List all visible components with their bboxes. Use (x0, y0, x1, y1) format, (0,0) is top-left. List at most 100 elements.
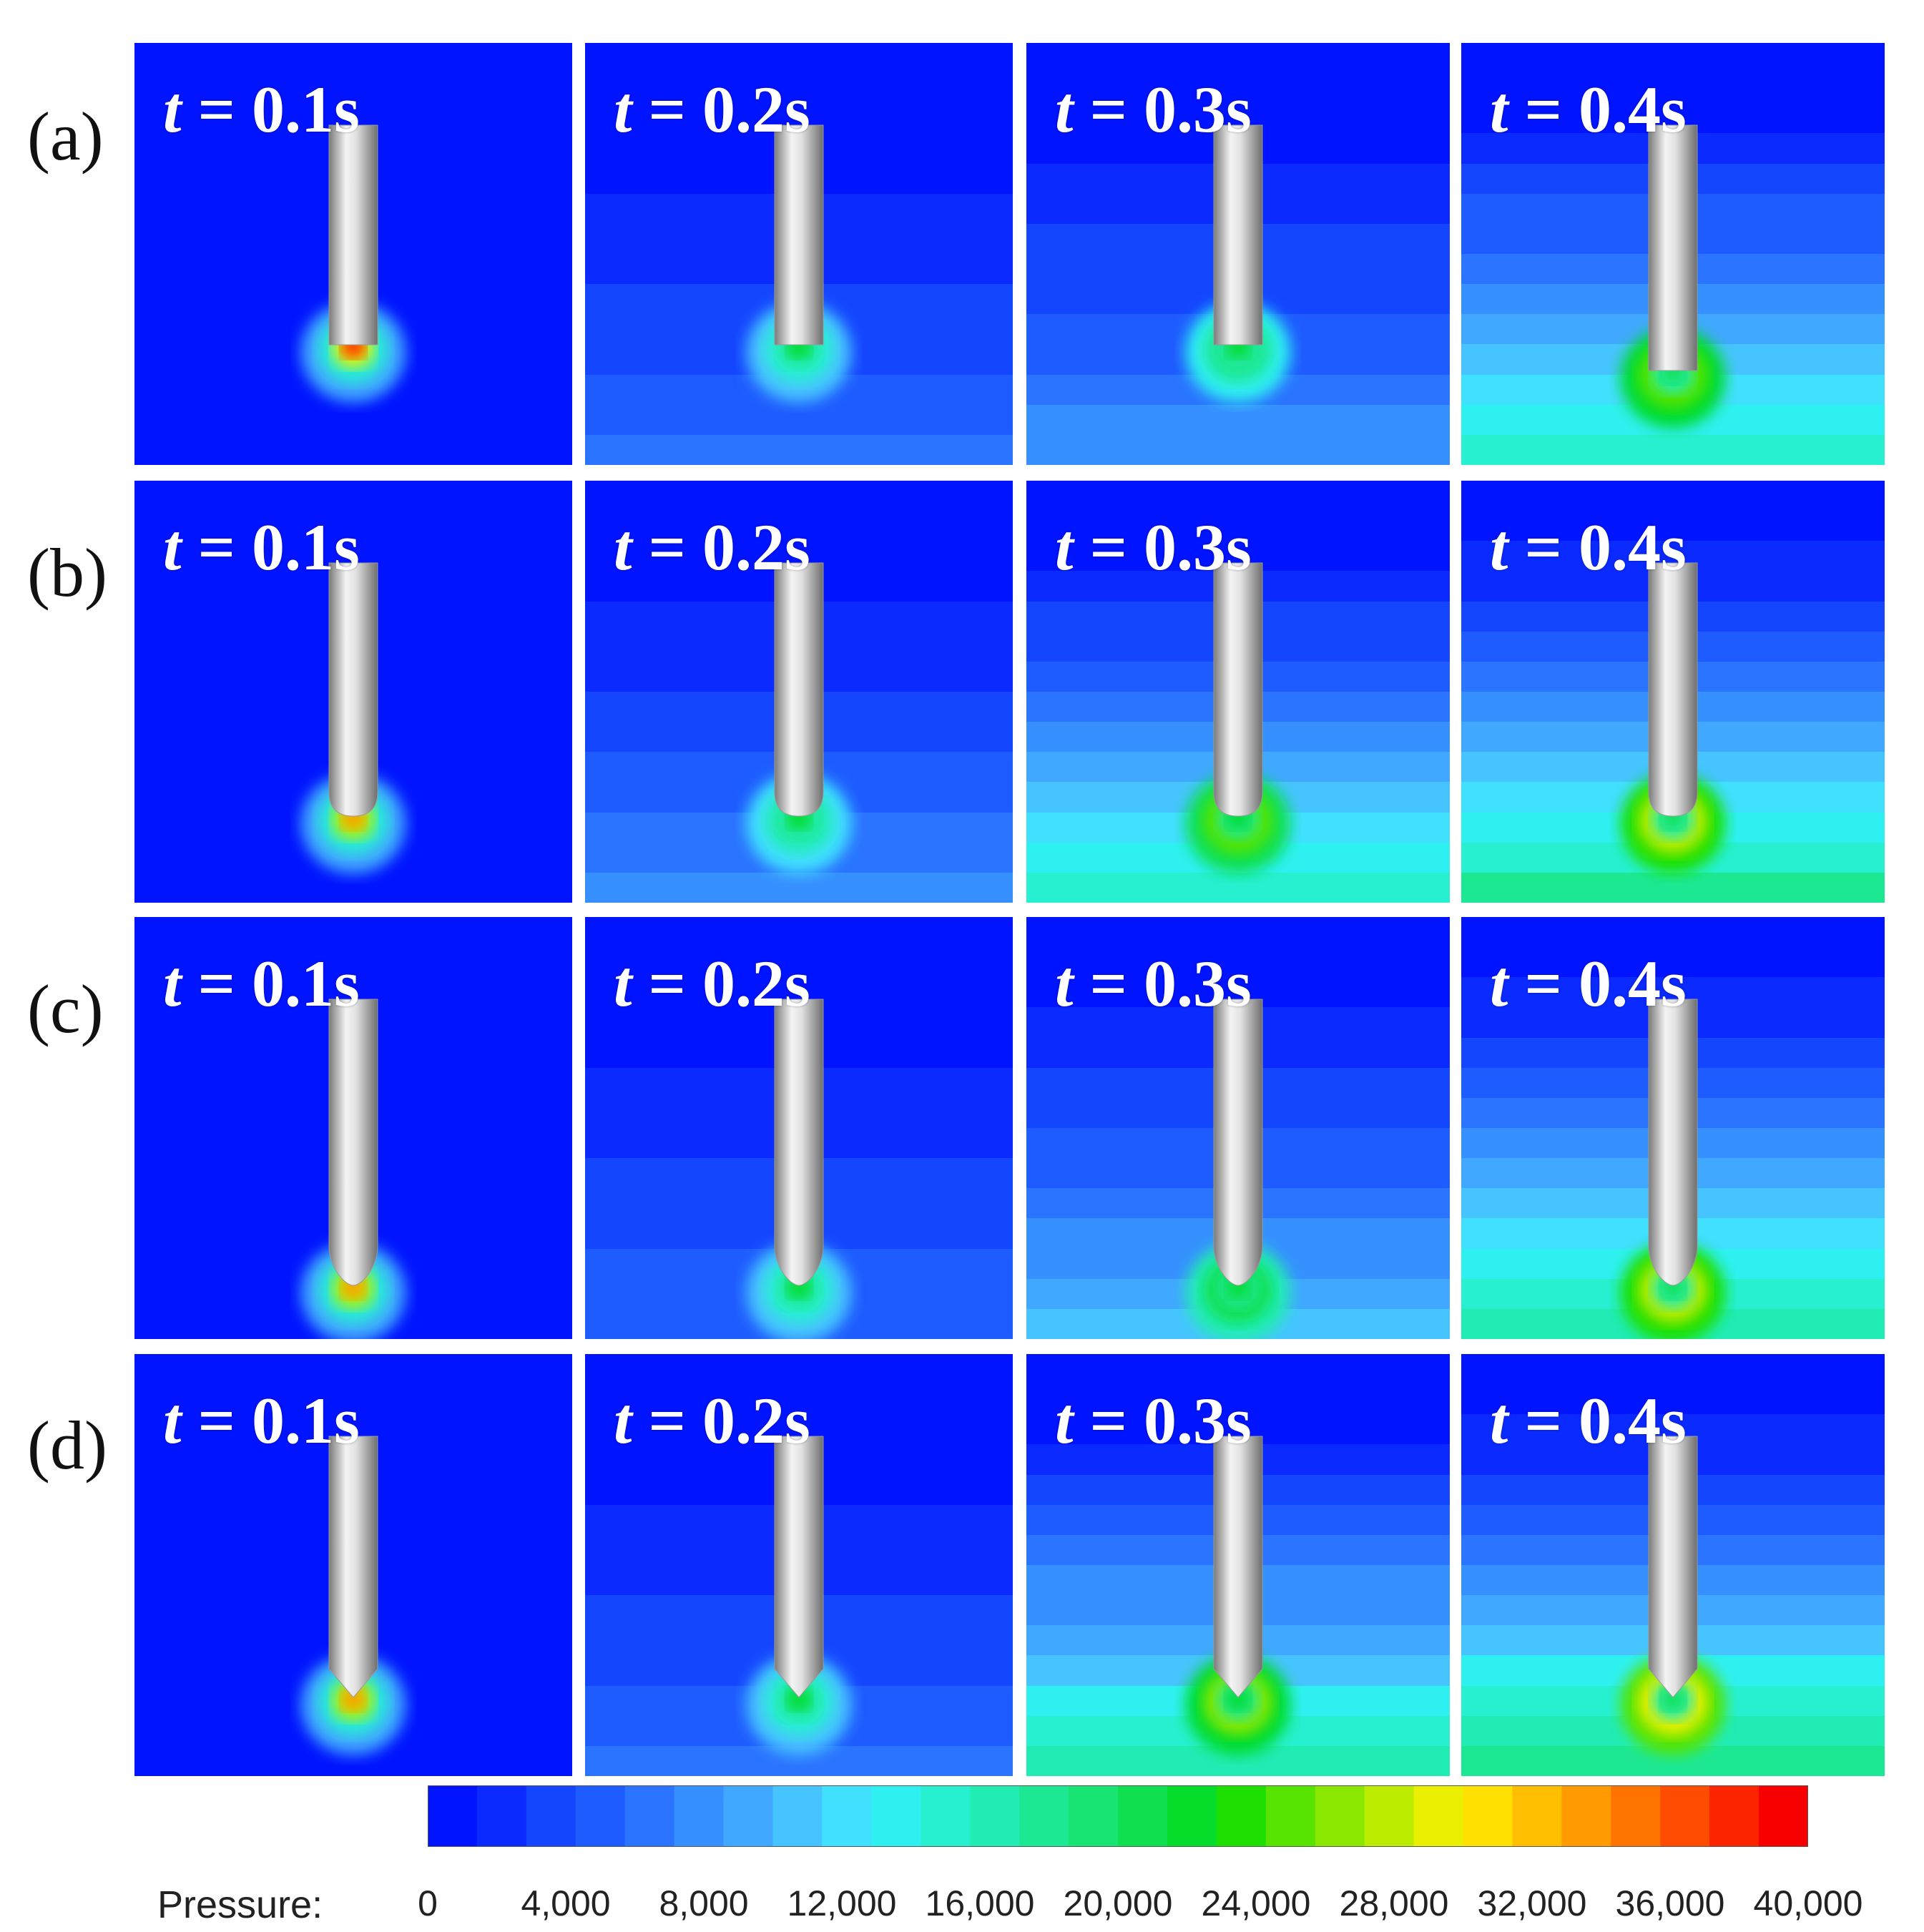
colorbar-segment (1709, 1785, 1759, 1847)
time-equals: = (632, 947, 702, 1020)
contour-plot (134, 481, 572, 903)
pressure-contour-panel: t = 0.3s (1026, 43, 1450, 465)
colorbar-legend: Pressure: 0 4,000 8,000 12,000 16,000 20,000 2… (157, 1781, 1874, 1926)
pressure-band (1026, 435, 1450, 465)
colorbar-segment (1265, 1785, 1316, 1847)
colorbar-tick-label: 36,000 (1615, 1883, 1725, 1923)
time-equals: = (1508, 73, 1579, 146)
time-value: 0.2s (702, 511, 810, 584)
time-symbol: t (1490, 73, 1508, 146)
colorbar-segment (1216, 1785, 1267, 1847)
colorbar-tick-label: 28,000 (1339, 1883, 1449, 1923)
pressure-band (585, 435, 1013, 465)
pressure-band (1461, 873, 1885, 903)
row-label: (a) (27, 98, 104, 175)
row-label: (b) (27, 534, 107, 611)
colorbar-segment (921, 1785, 971, 1847)
time-label: t = 0.3s (1055, 1383, 1252, 1458)
time-equals: = (632, 73, 702, 146)
contour-plot (1026, 43, 1450, 465)
time-symbol: t (614, 947, 632, 1020)
time-value: 0.4s (1579, 511, 1687, 584)
contour-plot (585, 1354, 1013, 1776)
stagnation-contour (341, 1687, 365, 1711)
pressure-contour-panel: t = 0.2s (585, 481, 1013, 903)
time-label: t = 0.4s (1490, 72, 1687, 147)
colorbar-tick-label: 24,000 (1201, 1883, 1311, 1923)
colorbar-segment (476, 1785, 527, 1847)
colorbar-tick-label: 16,000 (925, 1883, 1035, 1923)
colorbar-segment (723, 1785, 773, 1847)
time-symbol: t (1055, 1384, 1074, 1457)
projectile-body (328, 999, 378, 1286)
colorbar-tick-label: 40,000 (1753, 1883, 1863, 1923)
time-symbol: t (163, 511, 182, 584)
time-equals: = (1508, 947, 1579, 1020)
time-value: 0.3s (1144, 511, 1252, 584)
projectile-body (1213, 124, 1263, 345)
time-value: 0.3s (1144, 73, 1252, 146)
pressure-contour-panel: t = 0.4s (1461, 43, 1885, 465)
contour-plot (134, 43, 572, 465)
time-label: t = 0.2s (614, 72, 810, 147)
colorbar-segment (1463, 1785, 1513, 1847)
time-symbol: t (614, 511, 632, 584)
time-label: t = 0.4s (1490, 946, 1687, 1021)
pressure-contour-panel: t = 0.3s (1026, 917, 1450, 1339)
contour-plot (1026, 1354, 1450, 1776)
row-label: (d) (27, 1407, 107, 1484)
time-equals: = (1508, 511, 1579, 584)
time-value: 0.2s (702, 73, 810, 146)
pressure-contour-panel: t = 0.4s (1461, 481, 1885, 903)
projectile-body (774, 999, 824, 1286)
colorbar-tick-label: 12,000 (787, 1883, 897, 1923)
time-symbol: t (1490, 1384, 1508, 1457)
stagnation-contour (787, 1687, 811, 1711)
contour-plot (1461, 43, 1885, 465)
projectile-body (328, 1436, 378, 1698)
pressure-contour-panel: t = 0.2s (585, 1354, 1013, 1776)
time-value: 0.4s (1579, 1384, 1687, 1457)
contour-plot (585, 43, 1013, 465)
colorbar-segment (1118, 1785, 1168, 1847)
time-symbol: t (1055, 947, 1074, 1020)
time-symbol: t (163, 947, 182, 1020)
time-equals: = (1508, 1384, 1579, 1457)
colorbar-segment (970, 1785, 1020, 1847)
time-value: 0.4s (1579, 947, 1687, 1020)
time-label: t = 0.4s (1490, 509, 1687, 585)
projectile-body (1213, 1436, 1263, 1698)
time-label: t = 0.3s (1055, 509, 1252, 585)
time-equals: = (181, 1384, 252, 1457)
colorbar-segment (1315, 1785, 1365, 1847)
colorbar-tick-label: 4,000 (521, 1883, 611, 1923)
time-value: 0.2s (702, 1384, 810, 1457)
pressure-band (1461, 435, 1885, 465)
pressure-contour-panel: t = 0.3s (1026, 481, 1450, 903)
pressure-contour-panel: t = 0.4s (1461, 1354, 1885, 1776)
colorbar-segment (1019, 1785, 1069, 1847)
colorbar-segment (1759, 1785, 1808, 1847)
pressure-band (1026, 873, 1450, 903)
projectile-body (774, 124, 824, 345)
projectile-body (774, 1436, 824, 1698)
projectile-body (328, 124, 378, 345)
time-equals: = (181, 511, 252, 584)
time-value: 0.4s (1579, 73, 1687, 146)
time-symbol: t (163, 73, 182, 146)
colorbar-segment (1069, 1785, 1119, 1847)
colorbar-segment (822, 1785, 872, 1847)
time-equals: = (1073, 947, 1144, 1020)
pressure-contour-panel: t = 0.2s (585, 917, 1013, 1339)
stagnation-contour (1226, 1687, 1250, 1711)
colorbar-segment (575, 1785, 626, 1847)
colorbar-segment (428, 1785, 478, 1847)
colorbar-segment (674, 1785, 725, 1847)
time-symbol: t (614, 1384, 632, 1457)
time-equals: = (1073, 73, 1144, 146)
contour-plot (1026, 917, 1450, 1339)
pressure-contour-panel: t = 0.2s (585, 43, 1013, 465)
time-equals: = (632, 511, 702, 584)
row-label: (c) (27, 971, 104, 1047)
colorbar-segment (1364, 1785, 1415, 1847)
